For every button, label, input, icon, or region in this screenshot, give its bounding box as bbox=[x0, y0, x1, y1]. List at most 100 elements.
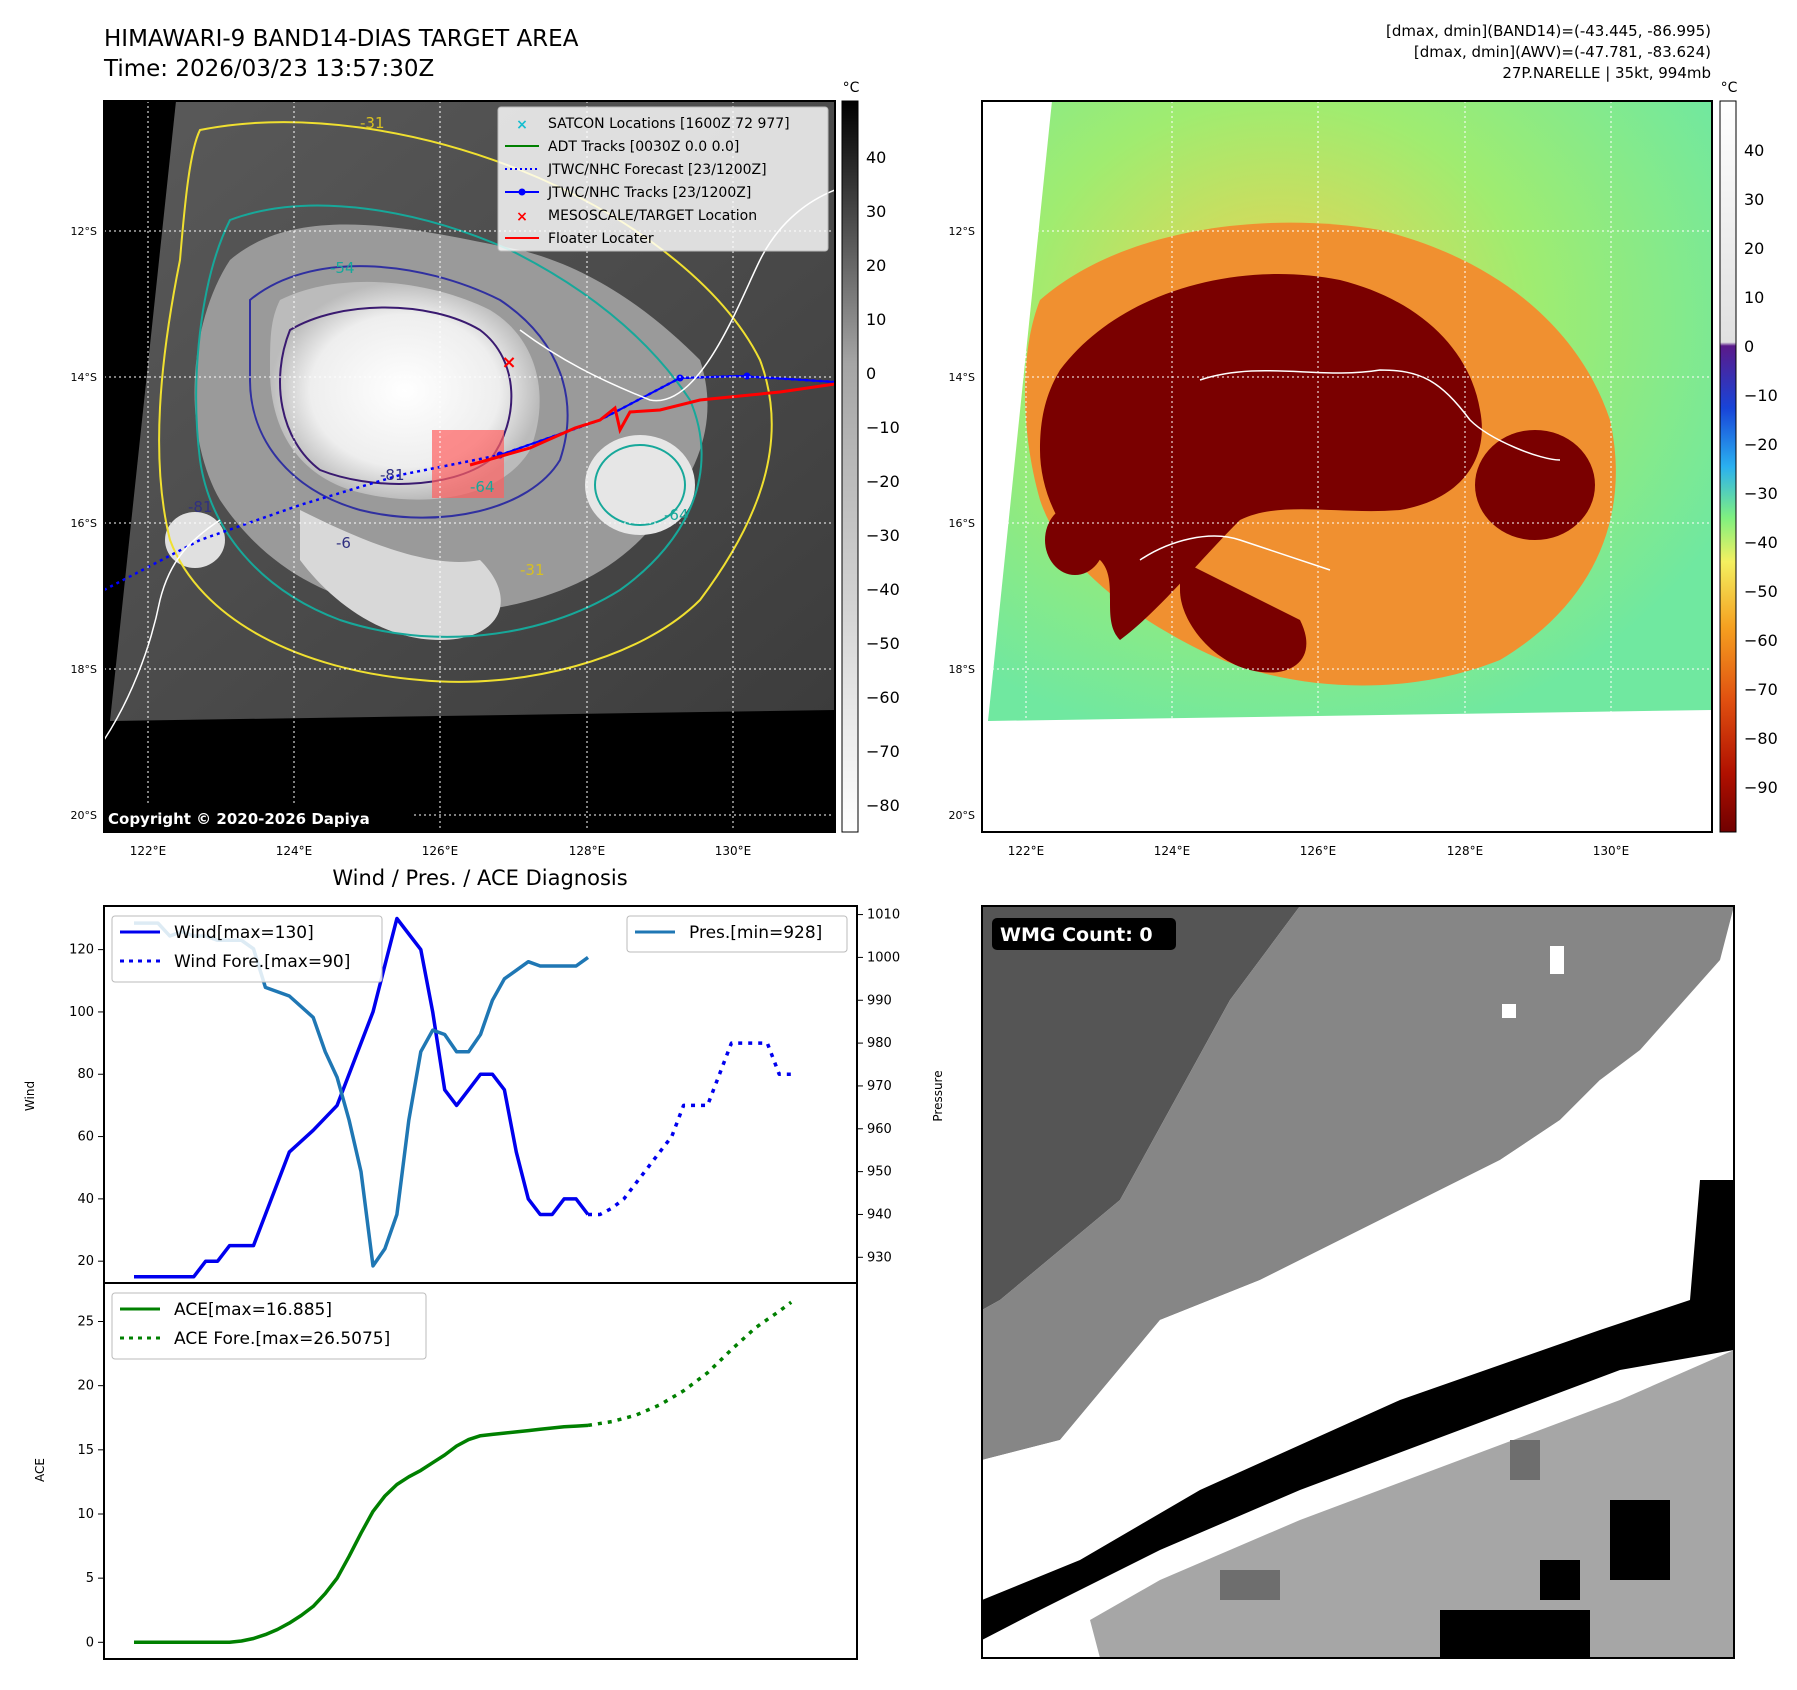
wind-tick-label: 20 bbox=[77, 1254, 94, 1269]
lon-label: 130°E bbox=[715, 844, 752, 858]
lat-label: 12°S bbox=[949, 225, 975, 238]
lon-label: 124°E bbox=[1154, 844, 1191, 858]
ace-axis-label: ACE bbox=[33, 1458, 47, 1482]
wmg-patch-black bbox=[1440, 1610, 1590, 1658]
target-location-marker: × bbox=[501, 352, 516, 373]
copyright-box bbox=[104, 806, 414, 831]
wmg-panel: WMG Count: 0 bbox=[981, 905, 1735, 1659]
legend-label-pressure: Pres.[min=928] bbox=[689, 923, 822, 943]
lat-label: 16°S bbox=[949, 517, 975, 530]
legend-dot-tracks bbox=[518, 188, 526, 196]
colorbar-tick: 40 bbox=[1744, 141, 1764, 160]
colorbar-tick: −60 bbox=[866, 688, 900, 707]
contour-label: -54 bbox=[330, 259, 355, 277]
coastline bbox=[1199, 369, 1561, 461]
lat-label: 20°S bbox=[71, 809, 97, 822]
contour-label: -81 bbox=[188, 498, 213, 516]
stats-line-1: [dmax, dmin](BAND14)=(-43.445, -86.995) bbox=[1386, 22, 1711, 40]
colorbar-tick: 0 bbox=[866, 364, 876, 383]
contour-label: -64 bbox=[664, 506, 689, 524]
colorbar-tick: 10 bbox=[1744, 288, 1764, 307]
wind-tick-label: 60 bbox=[77, 1130, 94, 1145]
coastline bbox=[1139, 535, 1331, 571]
lon-label: 130°E bbox=[1593, 844, 1630, 858]
colorbar-tick: −40 bbox=[1744, 533, 1778, 552]
colorbar-unit: °C bbox=[1721, 80, 1738, 96]
figure-title: HIMAWARI-9 BAND14-DIAS TARGET AREA bbox=[104, 26, 579, 52]
wind-tick-label: 120 bbox=[69, 943, 94, 958]
contour-label: -81 bbox=[380, 466, 405, 484]
wmg-patch-white bbox=[1502, 1004, 1516, 1018]
contour-label: -64 bbox=[470, 478, 495, 496]
ace-tick-label: 0 bbox=[86, 1635, 94, 1650]
wmg-patch-gray bbox=[1220, 1570, 1280, 1600]
wmg-patch-black bbox=[1540, 1560, 1580, 1600]
lon-label: 122°E bbox=[130, 844, 167, 858]
lat-label: 18°S bbox=[949, 663, 975, 676]
legend-label-floater: Floater Locater bbox=[548, 231, 654, 247]
colorbar-tick: 30 bbox=[866, 202, 886, 221]
ace-chart: 0 5 10 15 20 25 ACE ACE[max=16.885] ACE Fore.… bbox=[33, 1282, 858, 1660]
wind-pressure-chart: Wind / Pres. / ACE Diagnosis 20 40 60 80 100… bbox=[23, 866, 945, 1284]
wind-axis-label: Wind bbox=[23, 1081, 37, 1111]
contour-64 bbox=[249, 265, 569, 519]
ace-tick-label: 10 bbox=[77, 1507, 94, 1522]
pressure-tick-label: 990 bbox=[867, 993, 892, 1008]
floater-locater-track bbox=[469, 382, 835, 467]
pressure-tick-label: 930 bbox=[867, 1250, 892, 1265]
pressure-tick-label: 960 bbox=[867, 1122, 892, 1137]
wmg-patch-black bbox=[1610, 1500, 1670, 1580]
lat-label: 18°S bbox=[71, 663, 97, 676]
wmg-count-label: WMG Count: 0 bbox=[1000, 924, 1153, 946]
pressure-tick-label: 950 bbox=[867, 1165, 892, 1180]
lon-label: 126°E bbox=[422, 844, 459, 858]
colorbar-unit: °C bbox=[843, 80, 860, 96]
ace-forecast-series-line bbox=[587, 1300, 793, 1428]
legend-label-wind-forecast: Wind Fore.[max=90] bbox=[174, 952, 350, 972]
stats-line-2: [dmax, dmin](AWV)=(-47.781, -83.624) bbox=[1413, 43, 1711, 61]
contour-label: -31 bbox=[520, 561, 545, 579]
jtwc-track-point bbox=[743, 372, 751, 380]
awv-west-core bbox=[1045, 505, 1105, 575]
contour-label: -31 bbox=[360, 114, 385, 132]
legend-label-ace-forecast: ACE Fore.[max=26.5075] bbox=[174, 1329, 390, 1349]
contour-east-cell bbox=[594, 444, 686, 526]
ace-tick-label: 25 bbox=[77, 1314, 94, 1329]
map-legend: × SATCON Locations [1600Z 72 977] ADT Tr… bbox=[497, 106, 829, 252]
colorbar-tick: 20 bbox=[866, 256, 886, 275]
lat-label: 16°S bbox=[71, 517, 97, 530]
legend-marker-satcon: × bbox=[516, 117, 528, 133]
lon-label: 124°E bbox=[276, 844, 313, 858]
pressure-axis-label: Pressure bbox=[931, 1070, 945, 1121]
ace-tick-label: 5 bbox=[86, 1571, 94, 1586]
colorbar-tick: 20 bbox=[1744, 239, 1764, 258]
wind-tick-label: 40 bbox=[77, 1192, 94, 1207]
legend-label-target: MESOSCALE/TARGET Location bbox=[548, 208, 757, 224]
awv-east-core bbox=[1475, 430, 1595, 540]
wmg-count-box bbox=[992, 918, 1176, 950]
colorbar-tick: 0 bbox=[1744, 337, 1754, 356]
ace-series-line bbox=[134, 1423, 589, 1645]
colorbar-tick: −60 bbox=[1744, 631, 1778, 650]
figure-time: Time: 2026/03/23 13:57:30Z bbox=[104, 56, 435, 82]
lon-label: 128°E bbox=[569, 844, 606, 858]
colorbar-tick: −70 bbox=[1744, 680, 1778, 699]
wmg-zone-white bbox=[982, 1060, 1734, 1570]
colorbar-tick: −50 bbox=[1744, 582, 1778, 601]
wmg-patch-white bbox=[1550, 946, 1564, 974]
lat-label: 20°S bbox=[949, 809, 975, 822]
pressure-tick-label: 940 bbox=[867, 1207, 892, 1222]
wmg-zone-dark bbox=[982, 906, 1300, 1310]
ir-colorbar: °C 40 30 20 10 0 −10 −20 −30 −40 −50 −60… bbox=[841, 80, 900, 833]
contour-label: -6 bbox=[336, 534, 351, 552]
ir-east-cell bbox=[585, 435, 695, 535]
colorbar-tick: −30 bbox=[1744, 484, 1778, 503]
awv-storm-core bbox=[1040, 274, 1482, 640]
wind-series-line bbox=[134, 916, 590, 1279]
legend-marker-target: × bbox=[516, 209, 528, 225]
colorbar-tick: 30 bbox=[1744, 190, 1764, 209]
ir-map-panel: × -31 -54 -81 -81 -64 -64 -31 bbox=[71, 100, 836, 858]
awv-map-panel: 12°S 14°S 16°S 18°S 20°S 122°E 124°E 126… bbox=[949, 100, 1713, 858]
copyright-text: Copyright © 2020-2026 Dapiya bbox=[108, 810, 370, 828]
ace-tick-label: 20 bbox=[77, 1379, 94, 1394]
